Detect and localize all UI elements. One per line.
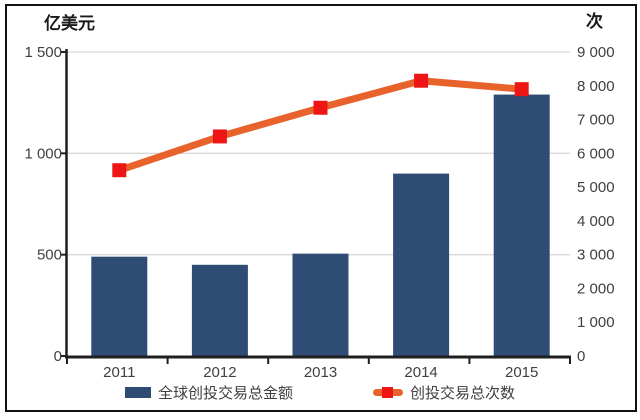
x-axis-category-label: 2011 — [103, 364, 135, 381]
legend-item-bar-series: 全球创投交易总金额 — [125, 383, 294, 402]
legend-label-line-series: 创投交易总次数 — [410, 384, 516, 402]
line-marker-2011 — [112, 163, 127, 178]
bar-2015 — [493, 94, 550, 356]
left-axis-tick-label: 1 500 — [24, 44, 62, 61]
right-axis-tick-label: 4 000 — [577, 213, 615, 230]
right-axis-tick-label: 9 000 — [577, 44, 615, 61]
x-axis-category-label: 2013 — [304, 364, 337, 381]
bar-2014 — [393, 173, 450, 356]
line-marker-2013 — [313, 100, 328, 115]
line-series-marker-icon — [382, 386, 393, 398]
right-axis-title: 次 — [586, 12, 603, 31]
line-series-path — [115, 77, 526, 174]
right-axis-tick-label: 0 — [577, 348, 585, 365]
left-axis-title: 亿美元 — [44, 14, 95, 33]
bar-2013 — [292, 253, 349, 356]
x-axis-category-label: 2012 — [203, 364, 236, 381]
right-axis-tick-label: 6 000 — [577, 145, 615, 162]
right-axis-tick-label: 8 000 — [577, 78, 615, 95]
right-axis-tick-label: 5 000 — [577, 179, 615, 196]
legend-label-bar-series: 全球创投交易总金额 — [158, 384, 294, 402]
x-axis-category-label: 2015 — [505, 364, 538, 381]
right-axis-tick-label: 7 000 — [577, 112, 615, 129]
x-axis-category-label: 2014 — [404, 364, 437, 381]
bar-series-swatch-icon — [125, 386, 151, 398]
line-marker-2015 — [514, 82, 529, 97]
line-series-swatch-icon — [373, 386, 403, 398]
left-axis-tick-label: 500 — [37, 247, 62, 264]
line-marker-2014 — [414, 73, 429, 88]
right-axis-tick-label: 3 000 — [577, 247, 615, 264]
left-axis-tick-label: 0 — [54, 348, 62, 365]
right-axis-tick-label: 1 000 — [577, 314, 615, 331]
bar-2011 — [91, 256, 148, 356]
bar-2012 — [191, 264, 248, 356]
left-axis-tick-label: 1 000 — [24, 145, 62, 162]
right-axis-tick-label: 2 000 — [577, 280, 615, 297]
legend-item-line-series: 创投交易总次数 — [373, 383, 516, 402]
line-marker-2012 — [212, 129, 227, 144]
